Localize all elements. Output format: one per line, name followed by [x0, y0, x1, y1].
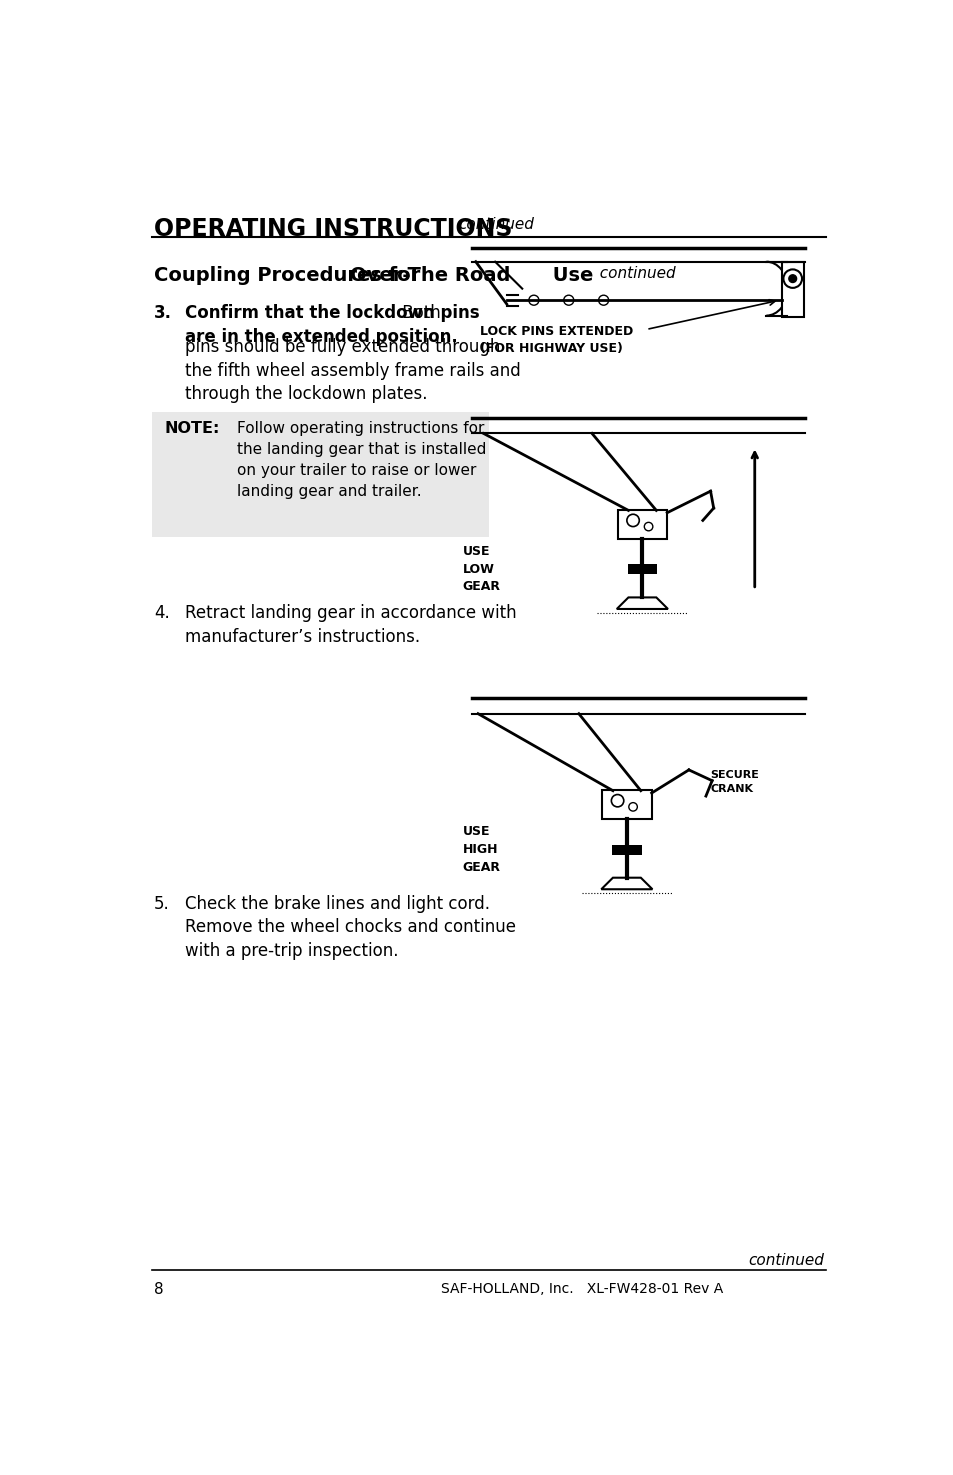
- Text: continued: continued: [747, 1252, 822, 1267]
- Text: Use: Use: [545, 266, 592, 285]
- Text: Check the brake lines and light cord.
Remove the wheel chocks and continue
with : Check the brake lines and light cord. Re…: [185, 895, 516, 960]
- Text: OPERATING INSTRUCTIONS: OPERATING INSTRUCTIONS: [154, 217, 512, 240]
- FancyBboxPatch shape: [612, 845, 641, 854]
- Text: continued: continued: [458, 217, 534, 232]
- Text: USE: USE: [462, 826, 490, 838]
- Text: Over-The Road: Over-The Road: [350, 266, 510, 285]
- FancyBboxPatch shape: [627, 565, 657, 574]
- Text: pins should be fully extended through
the fifth wheel assembly frame rails and
t: pins should be fully extended through th…: [185, 338, 520, 403]
- Circle shape: [788, 274, 796, 283]
- Text: Coupling Procedures for: Coupling Procedures for: [154, 266, 427, 285]
- Text: USE: USE: [462, 546, 490, 558]
- FancyBboxPatch shape: [781, 261, 802, 317]
- Text: Follow operating instructions for
the landing gear that is installed
on your tra: Follow operating instructions for the la…: [236, 420, 486, 499]
- Text: LOCK PINS EXTENDED: LOCK PINS EXTENDED: [479, 324, 632, 338]
- Text: 8: 8: [154, 1282, 164, 1297]
- FancyBboxPatch shape: [152, 412, 488, 537]
- Text: 3.: 3.: [154, 304, 172, 322]
- Text: SECURE: SECURE: [710, 770, 759, 780]
- Text: (FOR HIGHWAY USE): (FOR HIGHWAY USE): [479, 342, 622, 355]
- Polygon shape: [600, 878, 652, 889]
- Text: HIGH: HIGH: [462, 844, 497, 856]
- Text: Confirm that the lockdown pins
are in the extended position.: Confirm that the lockdown pins are in th…: [185, 304, 479, 345]
- Text: GEAR: GEAR: [462, 861, 500, 873]
- Text: Retract landing gear in accordance with
manufacturer’s instructions.: Retract landing gear in accordance with …: [185, 605, 517, 646]
- Polygon shape: [617, 597, 667, 609]
- Text: GEAR: GEAR: [462, 581, 500, 593]
- Text: LOW: LOW: [462, 563, 494, 575]
- Text: CRANK: CRANK: [710, 783, 753, 794]
- Text: continued: continued: [590, 266, 676, 280]
- Text: 5.: 5.: [154, 895, 170, 913]
- FancyBboxPatch shape: [617, 510, 666, 538]
- Text: SAF-HOLLAND, Inc.   XL-FW428-01 Rev A: SAF-HOLLAND, Inc. XL-FW428-01 Rev A: [440, 1282, 722, 1297]
- Text: 4.: 4.: [154, 605, 170, 622]
- Text: Both: Both: [396, 304, 440, 322]
- Text: NOTE:: NOTE:: [164, 420, 219, 437]
- FancyBboxPatch shape: [601, 791, 651, 819]
